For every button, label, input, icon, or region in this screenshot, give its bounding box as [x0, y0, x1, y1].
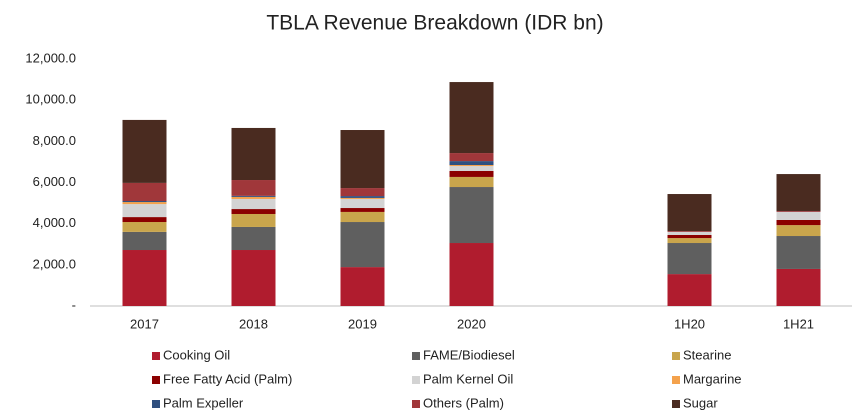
bar-segment	[340, 198, 385, 209]
bar-segment	[776, 225, 821, 237]
bar-segment	[340, 267, 385, 306]
legend-swatch	[152, 352, 160, 360]
y-tick-label: -	[72, 297, 76, 312]
legend-label: Free Fatty Acid (Palm)	[163, 371, 292, 386]
bar-segment	[122, 222, 167, 232]
x-tick-label: 1H21	[783, 316, 814, 331]
legend-swatch	[152, 376, 160, 384]
bar-segment	[776, 211, 821, 220]
bar-segment	[776, 211, 821, 212]
x-tick-label: 2019	[348, 316, 377, 331]
bar-segment	[667, 234, 712, 239]
y-tick-label: 6,000.0	[33, 174, 76, 189]
bar-segment	[231, 180, 276, 196]
legend-swatch	[152, 400, 160, 408]
bar-segment	[231, 213, 276, 227]
y-tick-label: 2,000.0	[33, 256, 76, 271]
bar-segment	[667, 238, 712, 244]
bar-segment	[122, 201, 167, 203]
bar-segment	[122, 204, 167, 218]
legend-label: Palm Kernel Oil	[423, 371, 513, 386]
bar-segment	[449, 176, 494, 188]
x-tick-label: 2017	[130, 316, 159, 331]
bar-segment	[231, 226, 276, 251]
y-tick-label: 8,000.0	[33, 133, 76, 148]
legend-label: Cooking Oil	[163, 347, 230, 362]
bar-segment	[231, 127, 276, 181]
bar-segment	[776, 268, 821, 306]
legend-swatch	[672, 352, 680, 360]
legend-swatch	[412, 400, 420, 408]
bar-segment	[449, 243, 494, 306]
bar-segment	[340, 188, 385, 197]
bar-segment	[667, 274, 712, 306]
bar-segment	[122, 182, 167, 202]
x-tick-label: 1H20	[674, 316, 705, 331]
bar-segment	[122, 231, 167, 251]
bar-segment	[667, 194, 712, 232]
bar-segment	[340, 197, 385, 199]
bar-segment	[449, 153, 494, 162]
bar-segment	[122, 119, 167, 183]
legend-swatch	[412, 352, 420, 360]
bar-segment	[667, 231, 712, 235]
y-tick-label: 12,000.0	[25, 50, 76, 65]
legend-label: Stearine	[683, 347, 731, 362]
bar-segment	[776, 236, 821, 269]
legend-label: Others (Palm)	[423, 395, 504, 410]
bar-segment	[449, 187, 494, 244]
bar-segment	[231, 196, 276, 199]
bar-segment	[231, 250, 276, 306]
bar-segment	[340, 196, 385, 198]
y-tick-label: 4,000.0	[33, 215, 76, 230]
x-tick-label: 2018	[239, 316, 268, 331]
bar-segment	[667, 243, 712, 275]
chart-title: TBLA Revenue Breakdown (IDR bn)	[266, 12, 603, 35]
bar-segment	[340, 222, 385, 268]
bar-segment	[449, 166, 494, 171]
bar-segment	[776, 219, 821, 226]
bar-segment	[449, 82, 494, 154]
bar-segment	[231, 209, 276, 214]
bar-segment	[122, 250, 167, 306]
legend-swatch	[412, 376, 420, 384]
legend-swatch	[672, 400, 680, 408]
legend-label: Sugar	[683, 395, 718, 410]
bar-segment	[340, 130, 385, 189]
legend-label: Palm Expeller	[163, 395, 244, 410]
legend-label: Margarine	[683, 371, 742, 386]
bar-segment	[231, 195, 276, 197]
legend-swatch	[672, 376, 680, 384]
bar-segment	[449, 161, 494, 166]
bar-segment	[449, 170, 494, 177]
bar-segment	[667, 231, 712, 232]
y-tick-label: 10,000.0	[25, 92, 76, 107]
bar-segment	[122, 217, 167, 223]
bar-segment	[122, 202, 167, 205]
bar-segment	[776, 174, 821, 212]
bar-segment	[340, 208, 385, 212]
bar-segment	[231, 198, 276, 210]
bar-segment	[449, 165, 494, 167]
legend-label: FAME/Biodiesel	[423, 347, 515, 362]
x-tick-label: 2020	[457, 316, 486, 331]
bar-segment	[340, 211, 385, 223]
